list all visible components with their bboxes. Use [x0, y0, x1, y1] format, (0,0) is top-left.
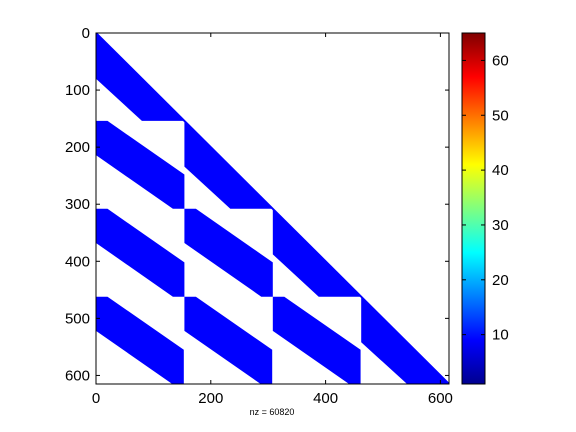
- colorbar-tick-label: 50: [492, 107, 509, 124]
- x-tick-label: 400: [313, 390, 338, 407]
- y-tick-label: 0: [82, 25, 90, 42]
- colorbar: [461, 32, 486, 385]
- y-axis: 0 100 200 300 400 500 600: [65, 25, 449, 384]
- y-tick-label: 100: [65, 82, 90, 99]
- y-tick-label: 400: [65, 253, 90, 270]
- colorbar-tick-label: 20: [492, 272, 509, 289]
- block-band-3-1: [184, 296, 273, 384]
- colorbar-tick-label: 40: [492, 162, 509, 179]
- nonzero-pattern: [96, 33, 449, 384]
- y-tick-label: 200: [65, 139, 90, 156]
- block-band-2-1: [184, 208, 273, 297]
- x-axis: 0 200 400 600: [92, 33, 453, 407]
- x-tick-label: 0: [92, 390, 100, 407]
- x-tick-label: 200: [198, 390, 223, 407]
- colorbar-tick-label: 30: [492, 217, 509, 234]
- y-tick-label: 300: [65, 196, 90, 213]
- block-band-1-0: [96, 120, 185, 209]
- plot-frame: [95, 32, 450, 385]
- block-band-3-0: [96, 296, 184, 384]
- colorbar-tick-label: 60: [492, 52, 509, 69]
- block-band-3-2: [272, 296, 361, 384]
- y-tick-label: 500: [65, 310, 90, 327]
- block-band-2-0: [96, 208, 185, 297]
- x-tick-label: 600: [428, 390, 453, 407]
- y-tick-label: 600: [65, 367, 90, 384]
- colorbar-ticks: 10 20 30 40 50 60: [462, 52, 509, 344]
- main-diagonal: [96, 33, 449, 384]
- colorbar-tick-label: 10: [492, 327, 509, 344]
- x-axis-label: nz = 60820: [250, 407, 295, 417]
